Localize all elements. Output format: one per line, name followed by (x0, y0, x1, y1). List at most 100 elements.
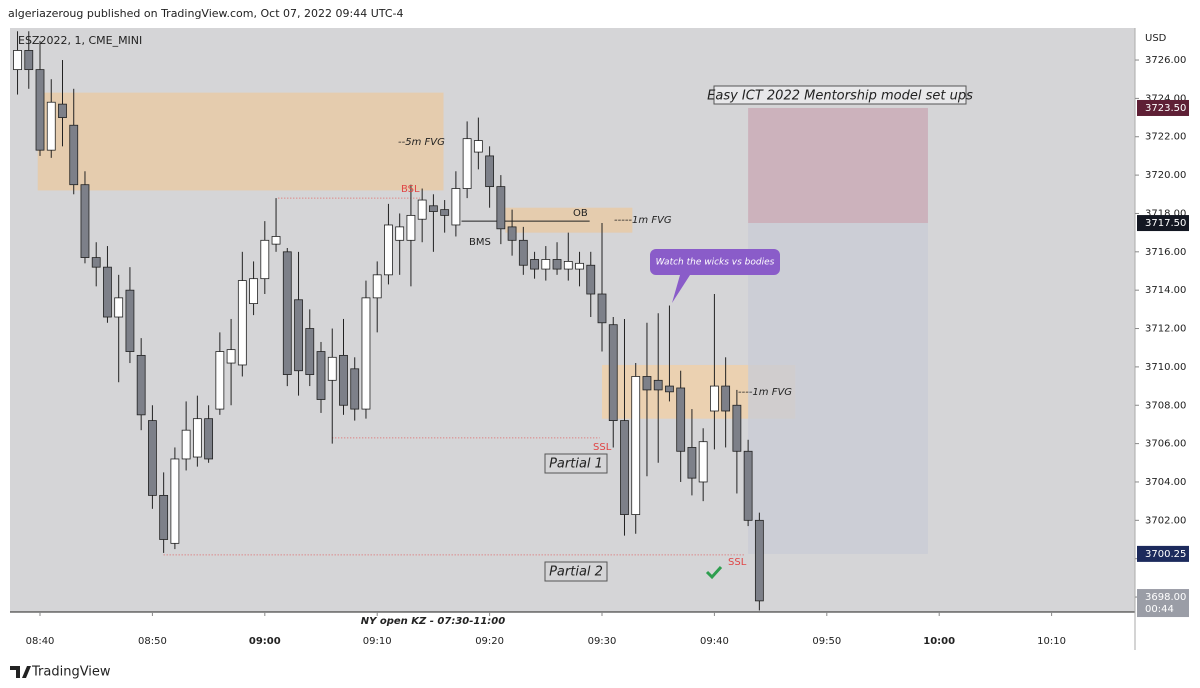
price-tag (1137, 589, 1189, 618)
annotation: SSL (593, 442, 612, 453)
candle-body (417, 199, 427, 220)
annotation: --5m FVG (398, 137, 445, 148)
annotation: Easy ICT 2022 Mentorship model set ups (707, 89, 973, 104)
annotation-box (544, 561, 608, 582)
candle-body (462, 138, 472, 189)
y-tick-label: 3704.00 (1145, 477, 1186, 488)
annotation-box (544, 453, 608, 474)
symbol: ESZ2022, 1, CME_MINI (18, 34, 142, 47)
annotation: NY open KZ - 07:30-11:00 (361, 616, 505, 627)
candle-body (372, 274, 382, 299)
candle-body (226, 349, 236, 364)
y-tick-label: 3714.00 (1145, 285, 1186, 296)
candle-body (114, 297, 124, 318)
y-tick-label: 3726.00 (1145, 55, 1186, 66)
x-tick-label: 10:00 (923, 636, 955, 647)
candle-body (530, 259, 539, 270)
price-tag (1137, 99, 1189, 116)
candle-body (631, 376, 641, 515)
annotation: Partial 1 (549, 457, 603, 472)
candle-body (327, 356, 337, 381)
countdown: 00:44 (1145, 604, 1174, 615)
candle-body (249, 278, 258, 305)
candle-body (181, 429, 191, 460)
candle-body (676, 387, 686, 452)
annotation: BSL (401, 184, 420, 195)
annotation: Watch the wicks vs bodies (656, 258, 775, 268)
x-tick-label: 09:40 (700, 636, 729, 647)
x-tick-label: 10:10 (1037, 636, 1066, 647)
candle-body (159, 494, 169, 540)
candle-body (575, 262, 584, 270)
price-tag-label: 3698.00 (1145, 592, 1186, 603)
annotation: -----1m FVG (614, 215, 672, 226)
candle-body (496, 186, 506, 230)
candle-body (563, 261, 573, 270)
candle-body (91, 257, 101, 268)
zone (748, 107, 928, 224)
candle-body (541, 259, 551, 270)
candle-body (339, 354, 348, 406)
candle-body (473, 140, 483, 153)
candle-body (58, 103, 67, 118)
candle-body (215, 351, 225, 410)
x-tick-label: 09:10 (363, 636, 392, 647)
candle-body (710, 385, 719, 412)
candle-body (406, 214, 416, 241)
y-tick-label: 3702.00 (1145, 515, 1186, 526)
y-tick-label: 3718.00 (1145, 208, 1186, 219)
zone (748, 223, 928, 554)
candle-body (698, 441, 708, 483)
candle-body (350, 368, 360, 410)
candle-body (395, 226, 405, 241)
candle-body (518, 239, 528, 266)
x-tick-label: 09:20 (475, 636, 504, 647)
candle-body (440, 209, 450, 216)
zone (37, 92, 444, 191)
candle-body (305, 328, 315, 375)
candle-body (597, 293, 607, 324)
annotation: Partial 2 (549, 565, 603, 580)
candle-body (732, 404, 742, 452)
candle-body (35, 69, 45, 151)
candle-body (642, 376, 652, 391)
candle-body (451, 188, 461, 226)
annotation-box (713, 85, 967, 105)
candle-body (148, 420, 157, 496)
candle-body (24, 50, 34, 71)
candle-body (282, 251, 292, 375)
check-icon (705, 565, 723, 580)
candle-body (507, 226, 517, 241)
candle-body (721, 385, 731, 412)
price-tag (1137, 215, 1189, 232)
currency: USD (1145, 33, 1167, 44)
candle-body (620, 420, 629, 515)
candle-body (170, 458, 180, 544)
candle-body (653, 379, 663, 391)
candle-body (384, 224, 393, 276)
candle-body (46, 101, 56, 151)
annotation: OB (573, 208, 588, 219)
candle-body (754, 519, 764, 602)
annotation: ----1m FVG (738, 387, 792, 398)
y-tick-label: 3716.00 (1145, 247, 1186, 258)
price-tag (1137, 545, 1189, 562)
candle-body (743, 450, 753, 521)
candle-body (204, 418, 214, 460)
y-tick-label: 3720.00 (1145, 170, 1186, 181)
candle-body (69, 124, 79, 186)
x-tick-label: 09:00 (249, 636, 281, 647)
candle-body (429, 205, 438, 212)
candle-body (103, 266, 112, 318)
candle-body (237, 280, 247, 366)
candle-body (687, 447, 697, 479)
candle-body (485, 155, 495, 188)
y-tick-label: 3706.00 (1145, 439, 1186, 450)
annotation: SSL (728, 557, 747, 568)
candle-body (80, 184, 90, 258)
candle-body (361, 297, 371, 410)
candle-body (665, 385, 674, 393)
candle-body (125, 289, 135, 352)
price-tag-label: 3700.25 (1145, 549, 1186, 560)
